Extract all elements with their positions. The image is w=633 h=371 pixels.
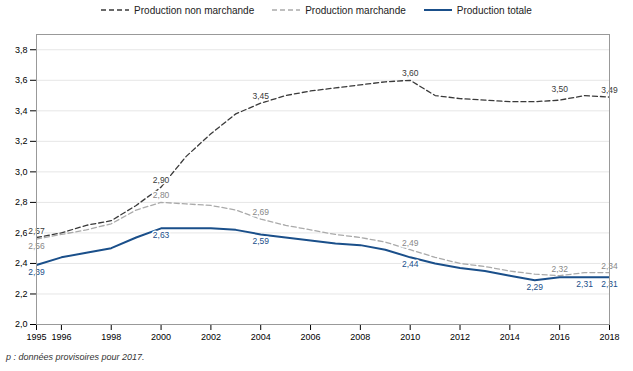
html-text:Production marchande: Production marchande bbox=[305, 4, 406, 16]
svg-text:2,31: 2,31 bbox=[576, 279, 593, 289]
svg-text:2,80: 2,80 bbox=[153, 190, 170, 200]
svg-text:2,32: 2,32 bbox=[551, 264, 568, 274]
svg-text:3,2: 3,2 bbox=[15, 136, 28, 146]
svg-text:2,29: 2,29 bbox=[526, 282, 543, 292]
html-text:p : données provisoires pour 2: p : données provisoires pour 2017. bbox=[6, 352, 145, 362]
svg-text:2008: 2008 bbox=[350, 332, 370, 342]
svg-text:2,4: 2,4 bbox=[15, 258, 28, 268]
svg-text:2,59: 2,59 bbox=[252, 236, 269, 246]
svg-text:2,0: 2,0 bbox=[15, 319, 28, 329]
svg-text:2,57: 2,57 bbox=[28, 225, 45, 236]
svg-text:1996: 1996 bbox=[51, 332, 71, 342]
html-text:Production totale: Production totale bbox=[456, 4, 532, 16]
svg-text:3,45: 3,45 bbox=[252, 91, 269, 101]
svg-text:3,6: 3,6 bbox=[15, 75, 28, 85]
svg-text:2004: 2004 bbox=[251, 332, 271, 342]
svg-text:2,6: 2,6 bbox=[15, 228, 28, 238]
svg-text:3,8: 3,8 bbox=[15, 45, 28, 55]
svg-text:1995: 1995 bbox=[26, 332, 46, 342]
svg-text:3,0: 3,0 bbox=[15, 167, 28, 177]
svg-text:2,39: 2,39 bbox=[28, 267, 45, 277]
svg-text:3,50: 3,50 bbox=[551, 84, 568, 94]
svg-text:3,4: 3,4 bbox=[15, 106, 28, 116]
svg-text:2018: 2018 bbox=[599, 332, 619, 342]
svg-text:1998: 1998 bbox=[101, 332, 121, 342]
svg-text:2,63: 2,63 bbox=[153, 230, 170, 240]
svg-text:2,34: 2,34 bbox=[601, 260, 618, 271]
svg-text:2000: 2000 bbox=[151, 332, 171, 342]
svg-text:3,49: 3,49 bbox=[601, 85, 618, 96]
svg-text:2,56: 2,56 bbox=[28, 241, 45, 252]
svg-text:2010: 2010 bbox=[400, 332, 420, 342]
svg-text:2,49: 2,49 bbox=[402, 238, 419, 248]
svg-text:2,90: 2,90 bbox=[153, 175, 170, 185]
html-text:Production non marchande: Production non marchande bbox=[134, 4, 255, 16]
svg-text:2002: 2002 bbox=[201, 332, 221, 342]
svg-text:2,31: 2,31 bbox=[601, 279, 618, 290]
svg-text:2016: 2016 bbox=[550, 332, 570, 342]
svg-text:2012: 2012 bbox=[450, 332, 470, 342]
svg-text:3,60: 3,60 bbox=[402, 68, 419, 78]
svg-text:2006: 2006 bbox=[301, 332, 321, 342]
svg-text:2014: 2014 bbox=[500, 332, 520, 342]
svg-text:2,2: 2,2 bbox=[15, 289, 28, 299]
svg-text:2,8: 2,8 bbox=[15, 197, 28, 207]
svg-text:2,44: 2,44 bbox=[402, 259, 419, 269]
svg-text:2,69: 2,69 bbox=[252, 207, 269, 217]
